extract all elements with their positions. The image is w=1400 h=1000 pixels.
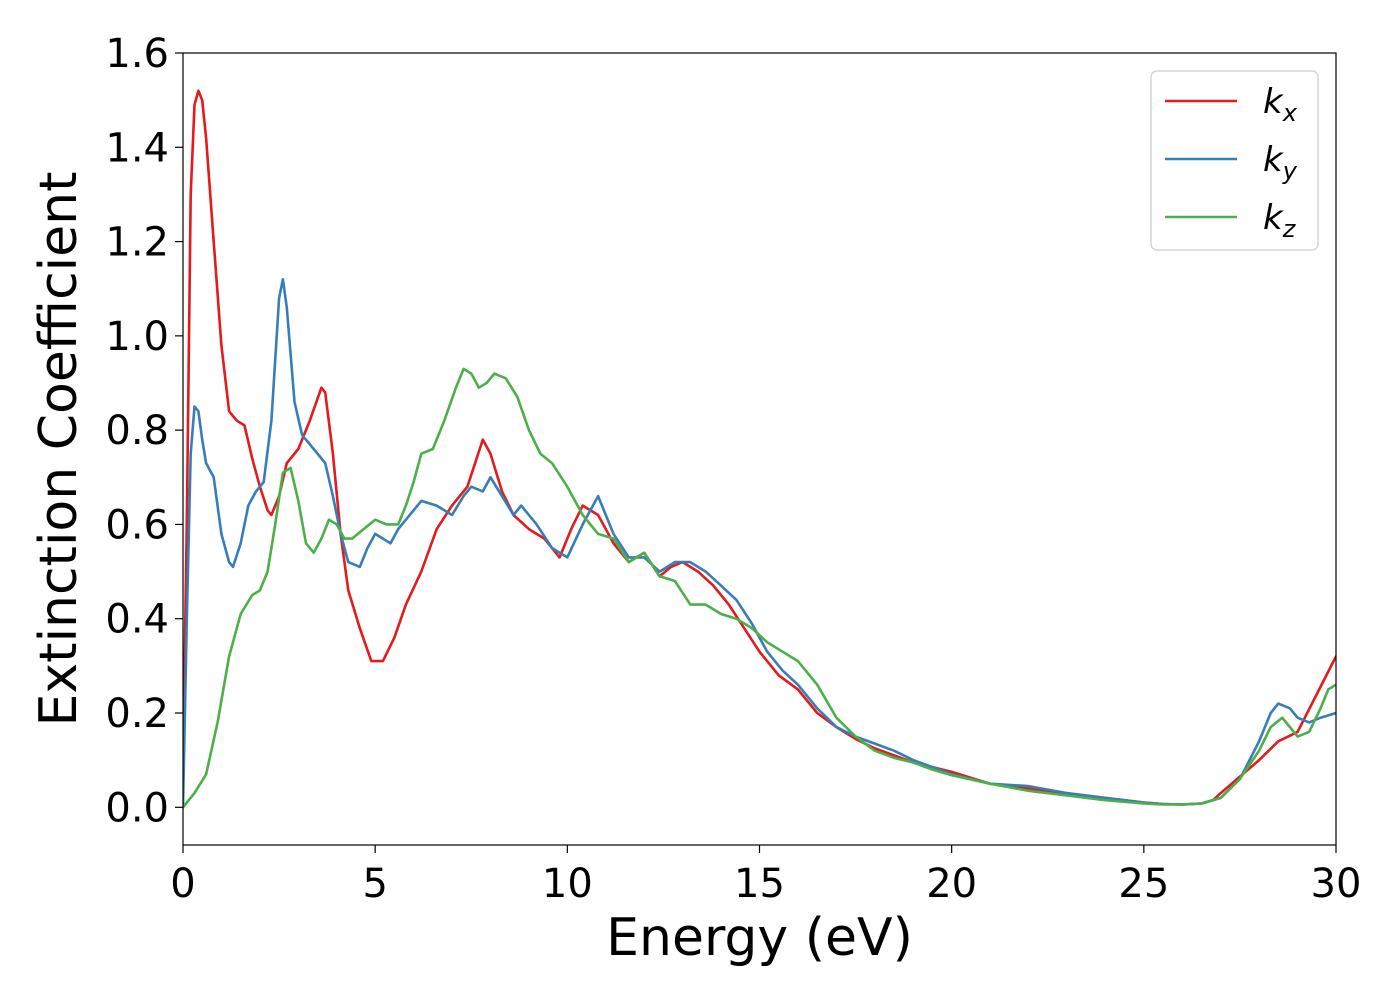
legend-box [1150, 70, 1319, 251]
x-tick-label: 10 [542, 861, 593, 907]
x-tick-label: 25 [1118, 861, 1169, 907]
series-line-x [183, 89, 1336, 806]
x-tick-label: 20 [926, 861, 977, 907]
y-tick-label: 0.0 [105, 785, 169, 831]
x-axis-title: Energy (eV) [606, 908, 913, 968]
legend-label-x: kx [1263, 82, 1298, 127]
legend-label-y: ky [1263, 140, 1298, 185]
y-tick-label: 1.2 [105, 220, 169, 266]
x-tick-label: 30 [1311, 861, 1362, 907]
y-tick-label: 0.8 [105, 408, 169, 454]
axes: 0 5 10 15 20 25 30 0.0 0.2 0.4 0.6 0.8 1.0 1.2 1.4 1.6 E… [29, 31, 1361, 968]
y-tick-label: 0.4 [105, 597, 169, 643]
y-tick-label: 0.6 [105, 502, 169, 548]
series-line-z [183, 367, 1336, 809]
plot-area [183, 89, 1336, 809]
series-line-y [183, 277, 1336, 809]
legend: kx ky kz [1150, 70, 1319, 251]
x-tick-label: 5 [362, 861, 387, 907]
x-tick-label: 0 [170, 861, 195, 907]
y-tick-label: 1.4 [105, 125, 169, 171]
legend-label-z: kz [1263, 198, 1297, 243]
y-tick-label: 1.0 [105, 314, 169, 360]
y-tick-label: 0.2 [105, 691, 169, 737]
x-tick-label: 15 [734, 861, 785, 907]
y-tick-label: 1.6 [105, 31, 169, 77]
y-axis-title: Extinction Coefficient [29, 172, 89, 727]
